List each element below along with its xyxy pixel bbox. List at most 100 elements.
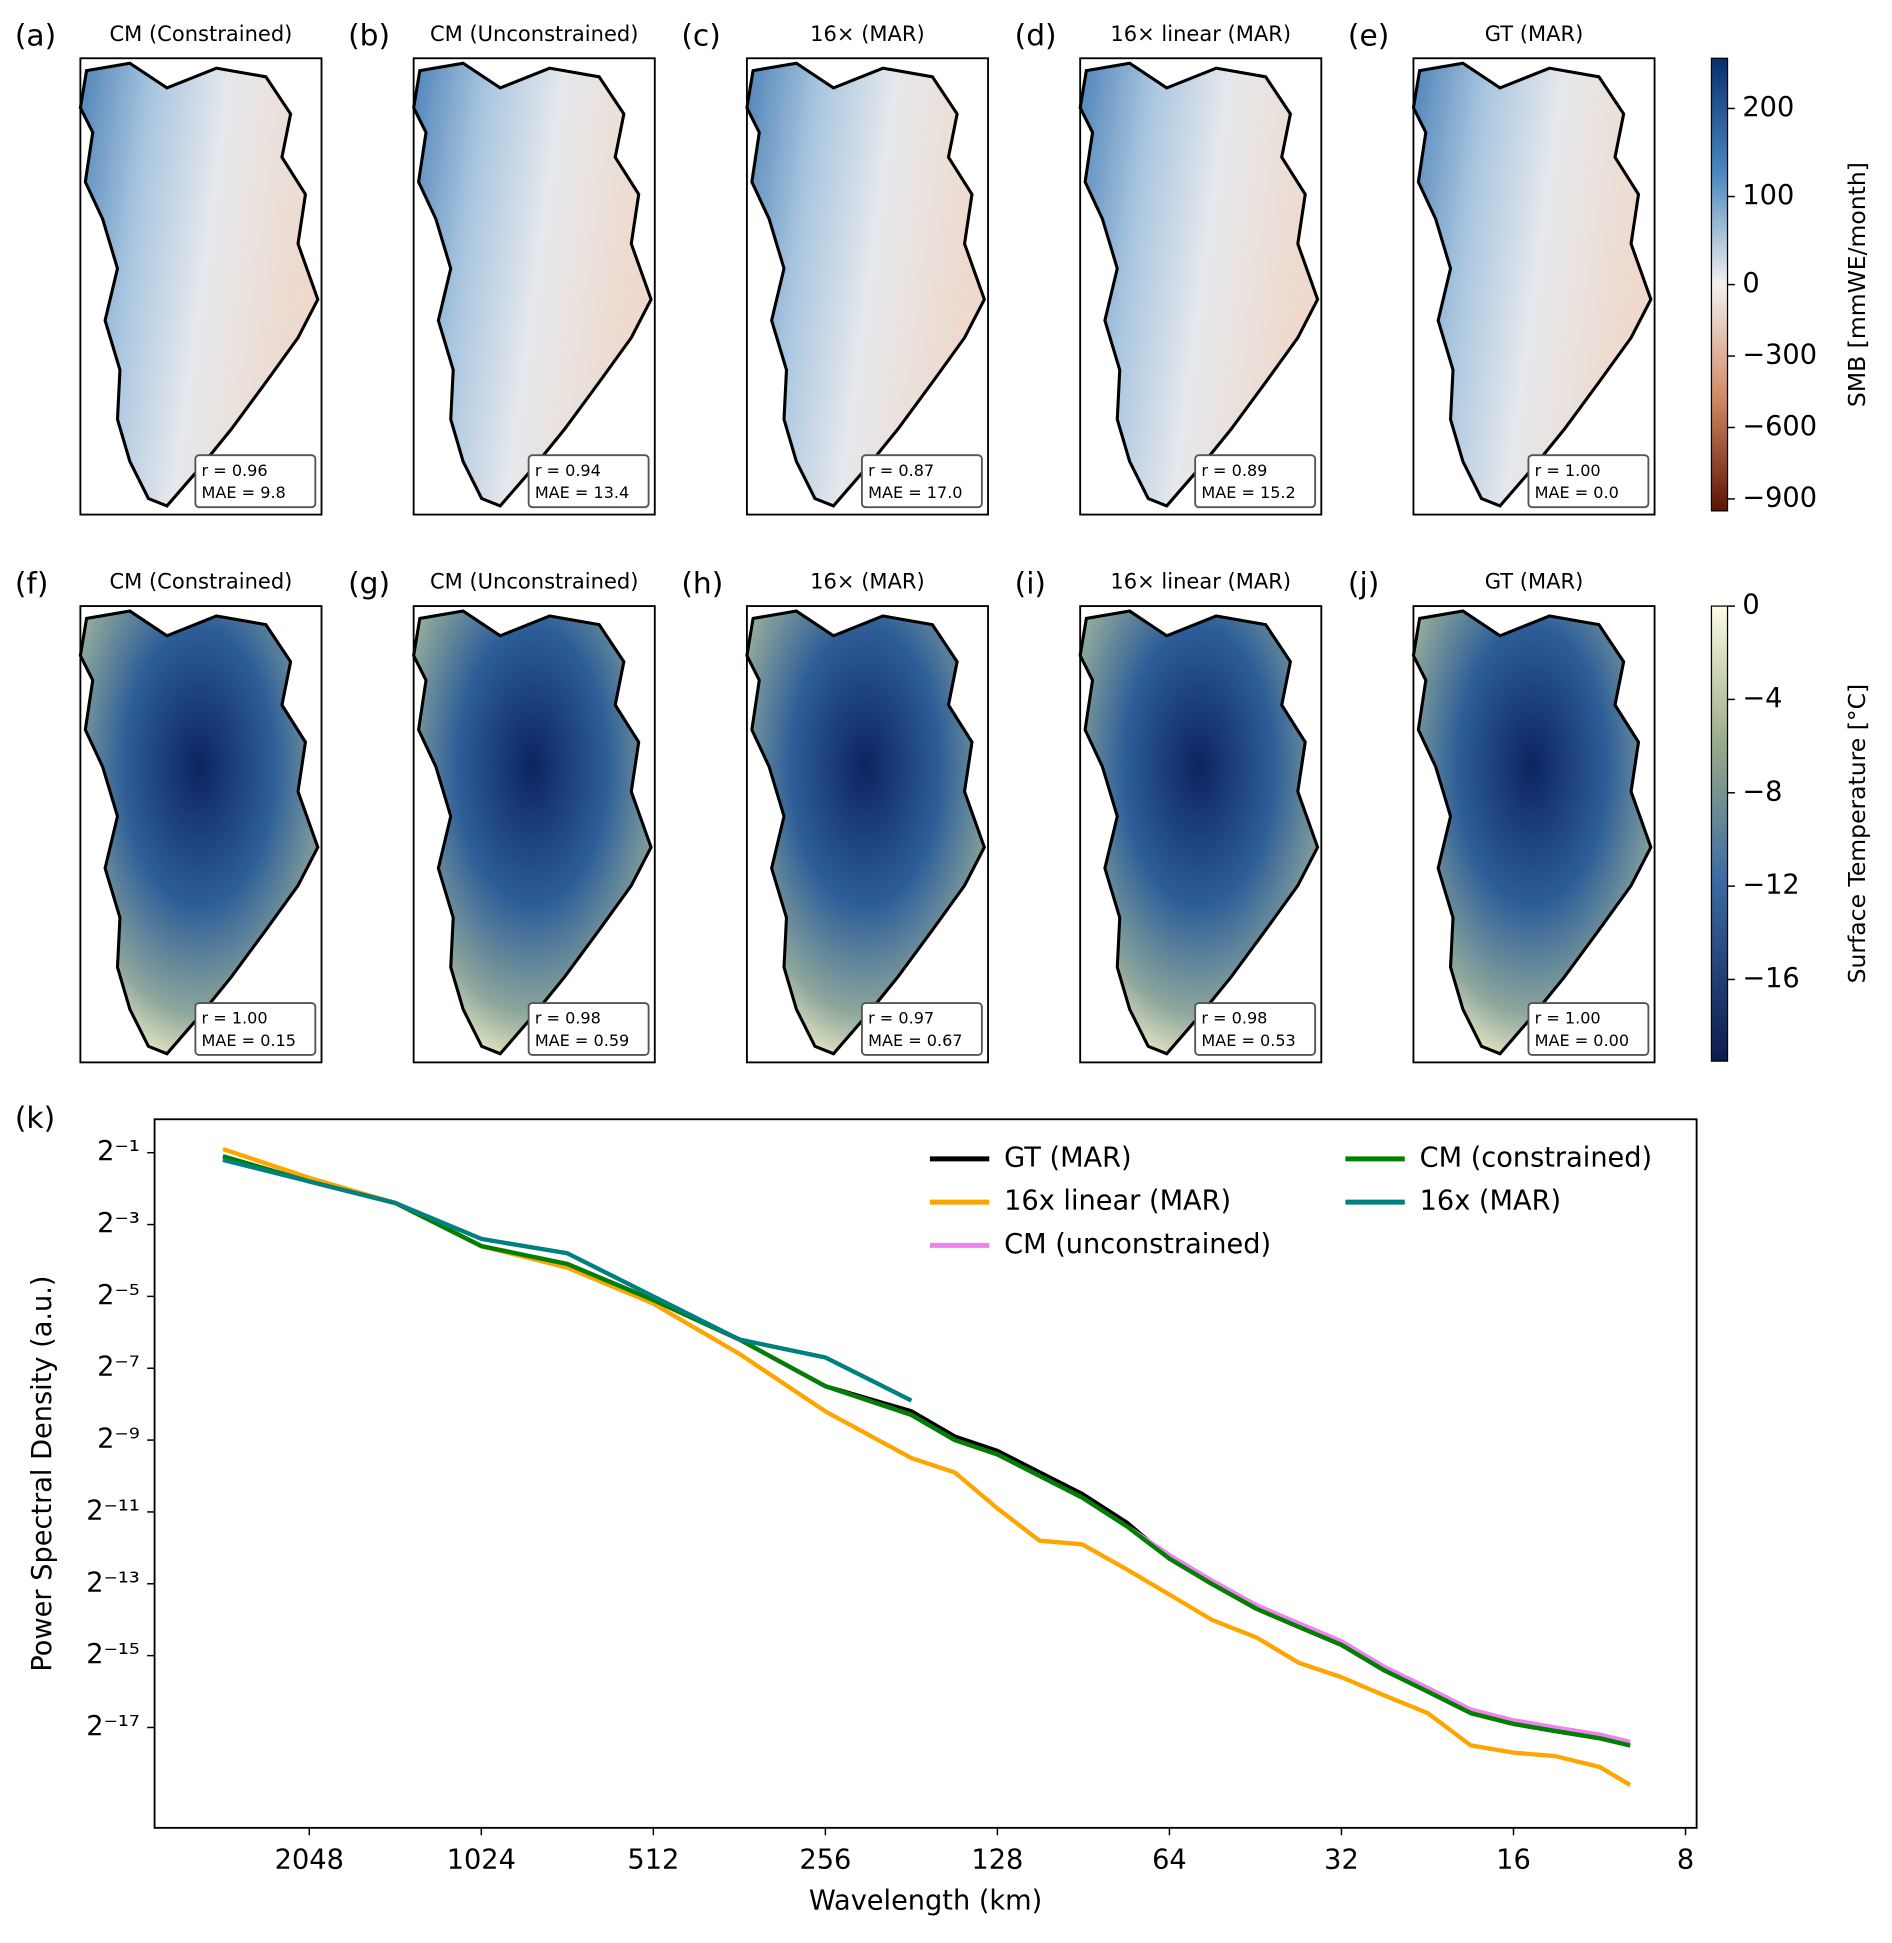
colorbar-tick-label: −600 (1742, 411, 1817, 442)
panel-label: (h) (681, 566, 723, 601)
stats-text: MAE = 13.4 (535, 483, 629, 502)
panel-label: (g) (348, 566, 390, 601)
stats-box (1194, 454, 1317, 509)
panel-label: (k) (15, 1100, 55, 1135)
stats-text: MAE = 0.15 (202, 1031, 296, 1050)
panel-title: 16× (MAR) (810, 21, 925, 46)
stats-box (860, 454, 983, 509)
colorbar-gradient (1710, 57, 1729, 512)
colorbar-tick-label: 200 (1742, 92, 1794, 123)
colorbar-tick-label: −8 (1742, 776, 1782, 807)
stats-text: r = 0.98 (1201, 1009, 1267, 1028)
colorbar: 200 100 0 −300 −600 −900 SMB [mmWE/month] (1710, 57, 1871, 513)
panel-title: 16× linear (MAR) (1110, 21, 1291, 46)
panel-label: (d) (1015, 18, 1057, 53)
stats-text: MAE = 9.8 (202, 483, 286, 502)
x-tick-label: 512 (627, 1845, 679, 1876)
y-tick-label: 2⁻⁷ (97, 1352, 140, 1383)
x-tick-label: 1024 (447, 1845, 516, 1876)
stats-text: MAE = 17.0 (868, 483, 962, 502)
map-panel: (d) 16× linear (MAR) r = 0.89 MAE = 15.2 (1015, 18, 1323, 516)
stats-text: r = 0.89 (1201, 461, 1267, 480)
x-tick-label: 256 (799, 1845, 851, 1876)
colorbar: 0 −4 −8 −12 −16 Surface Temperature [°C] (1710, 590, 1871, 1062)
colorbar-tick-label: 0 (1742, 268, 1759, 299)
colorbar-tick-label: −16 (1742, 963, 1799, 994)
data-line (222, 1154, 1631, 1748)
map-panel: (f) CM (Constrained) r = 1.00 MAE = 0.15 (15, 566, 323, 1064)
stats-box (1194, 1002, 1317, 1056)
y-tick-label: 2⁻¹⁷ (86, 1711, 139, 1742)
data-line (222, 1157, 913, 1403)
stats-box (194, 1002, 317, 1056)
stats-text: r = 0.96 (202, 461, 268, 480)
panel-title: GT (MAR) (1485, 569, 1584, 594)
map-panel: (c) 16× (MAR) r = 0.87 MAE = 17.0 (681, 18, 989, 516)
map-panel: (g) CM (Unconstrained) r = 0.98 MAE = 0.59 (348, 566, 656, 1064)
y-tick-label: 2⁻¹¹ (86, 1495, 139, 1526)
x-axis-label: Wavelength (km) (809, 1886, 1042, 1917)
map-panel: (h) 16× (MAR) r = 0.97 MAE = 0.67 (681, 566, 989, 1064)
colorbar-label: Surface Temperature [°C] (1843, 684, 1871, 984)
stats-box (1527, 1002, 1650, 1056)
panel-title: CM (Constrained) (110, 21, 293, 46)
colorbar-tick-label: −12 (1742, 870, 1799, 901)
stats-text: r = 1.00 (1535, 1009, 1601, 1028)
x-tick-label: 64 (1152, 1845, 1187, 1876)
x-tick-label: 2048 (275, 1845, 344, 1876)
stats-text: MAE = 0.67 (868, 1031, 962, 1050)
panel-title: 16× linear (MAR) (1110, 569, 1291, 594)
map-panel: (b) CM (Unconstrained) r = 0.94 MAE = 13.4 (348, 18, 656, 516)
panel-title: CM (Unconstrained) (430, 569, 638, 594)
x-tick-label: 32 (1324, 1845, 1359, 1876)
y-tick-label: 2⁻¹⁵ (86, 1639, 139, 1670)
colorbar-tick-label: −900 (1742, 482, 1817, 513)
map-panel: (a) CM (Constrained) r = 0.96 MAE = 9.8 (15, 18, 323, 516)
colorbar-gradient (1710, 605, 1729, 1062)
legend-label: CM (constrained) (1420, 1142, 1653, 1173)
x-tick-label: 8 (1677, 1845, 1694, 1876)
colorbar-tick-label: 100 (1742, 180, 1794, 211)
stats-box (860, 1002, 983, 1056)
panel-label: (i) (1015, 566, 1046, 601)
legend-label: 16x (MAR) (1420, 1186, 1562, 1217)
y-tick-label: 2⁻⁹ (97, 1424, 140, 1455)
y-tick-label: 2⁻¹³ (86, 1567, 139, 1598)
panel-label: (b) (348, 18, 390, 53)
stats-text: r = 1.00 (1535, 461, 1601, 480)
y-tick-label: 2⁻³ (97, 1208, 140, 1239)
legend-label: CM (unconstrained) (1004, 1229, 1271, 1260)
legend-label: 16x linear (MAR) (1004, 1186, 1231, 1217)
stats-text: MAE = 15.2 (1201, 483, 1295, 502)
plot-frame (153, 1118, 1698, 1829)
data-line (222, 1154, 1631, 1744)
line-chart: (k) 2048 1024 512 256 128 64 32 16 8 2⁻¹ 2⁻³ 2⁻⁵ 2⁻⁷ 2… (15, 1100, 1698, 1917)
stats-box (194, 454, 317, 509)
panel-title: CM (Unconstrained) (430, 21, 638, 46)
stats-text: MAE = 0.53 (1201, 1031, 1295, 1050)
panel-title: GT (MAR) (1485, 21, 1584, 46)
panel-label: (f) (15, 566, 49, 601)
panel-label: (e) (1348, 18, 1389, 53)
data-line (222, 1147, 1632, 1787)
colorbar-tick-label: 0 (1742, 590, 1759, 621)
y-tick-label: 2⁻¹ (97, 1136, 140, 1167)
x-tick-label: 16 (1496, 1845, 1531, 1876)
stats-box (1527, 454, 1650, 509)
y-axis-label: Power Spectral Density (a.u.) (27, 1275, 58, 1671)
stats-box (527, 454, 650, 509)
stats-text: r = 0.97 (868, 1009, 934, 1028)
panel-label: (a) (15, 18, 56, 53)
map-panel: (e) GT (MAR) r = 1.00 MAE = 0.0 (1348, 18, 1656, 516)
panel-title: 16× (MAR) (810, 569, 925, 594)
stats-text: r = 0.94 (535, 461, 601, 480)
stats-text: MAE = 0.59 (535, 1031, 629, 1050)
legend-label: GT (MAR) (1004, 1142, 1132, 1173)
panel-label: (j) (1348, 566, 1379, 601)
stats-text: MAE = 0.0 (1535, 483, 1619, 502)
colorbar-tick-label: −4 (1742, 683, 1782, 714)
stats-text: r = 1.00 (202, 1009, 268, 1028)
stats-text: r = 0.87 (868, 461, 934, 480)
stats-text: MAE = 0.00 (1535, 1031, 1629, 1050)
